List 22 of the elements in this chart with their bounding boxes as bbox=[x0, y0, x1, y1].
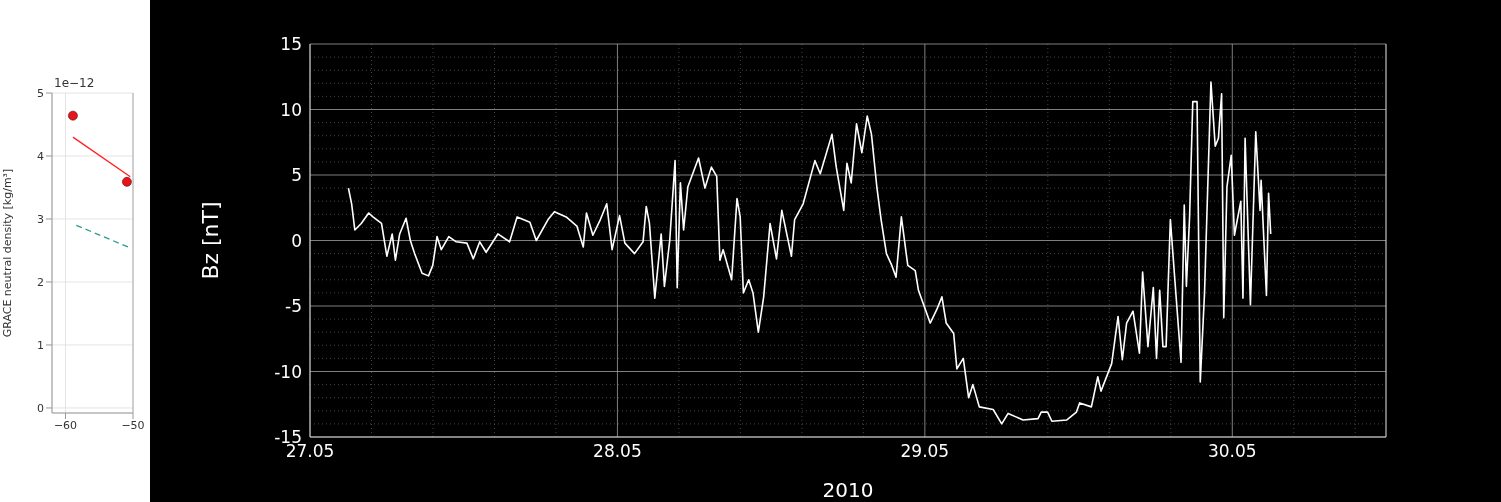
x-axis-title: 2010 bbox=[822, 478, 874, 502]
y-axis-title: GRACE neutral density [kg/m³] bbox=[0, 168, 14, 338]
y-tick-label: 3 bbox=[37, 212, 44, 226]
y-tick-label: 4 bbox=[37, 149, 44, 163]
x-tick-label: 29.05 bbox=[900, 441, 950, 462]
y-tick-label: -5 bbox=[285, 296, 302, 317]
x-tick-label: 30.05 bbox=[1207, 441, 1257, 462]
y-tick-label: -10 bbox=[274, 361, 302, 382]
y-tick-label: 0 bbox=[37, 401, 44, 415]
x-tick-label: −50 bbox=[121, 418, 145, 432]
x-tick-label: −60 bbox=[53, 418, 78, 432]
y-tick-label: 0 bbox=[291, 230, 302, 251]
line-series bbox=[347, 81, 1272, 425]
y-tick-label: 10 bbox=[280, 99, 302, 120]
y-tick-label: 15 bbox=[280, 34, 302, 55]
x-tick-label: 28.05 bbox=[593, 441, 642, 462]
y-tick-label: 1 bbox=[37, 338, 44, 352]
y-tick-label: 2 bbox=[37, 275, 44, 289]
text: 1e−12 bbox=[54, 76, 95, 90]
y-axis-title: Bz [nT] bbox=[197, 201, 223, 280]
y-tick-label: 5 bbox=[291, 165, 302, 186]
y-tick-label: 5 bbox=[37, 86, 44, 100]
